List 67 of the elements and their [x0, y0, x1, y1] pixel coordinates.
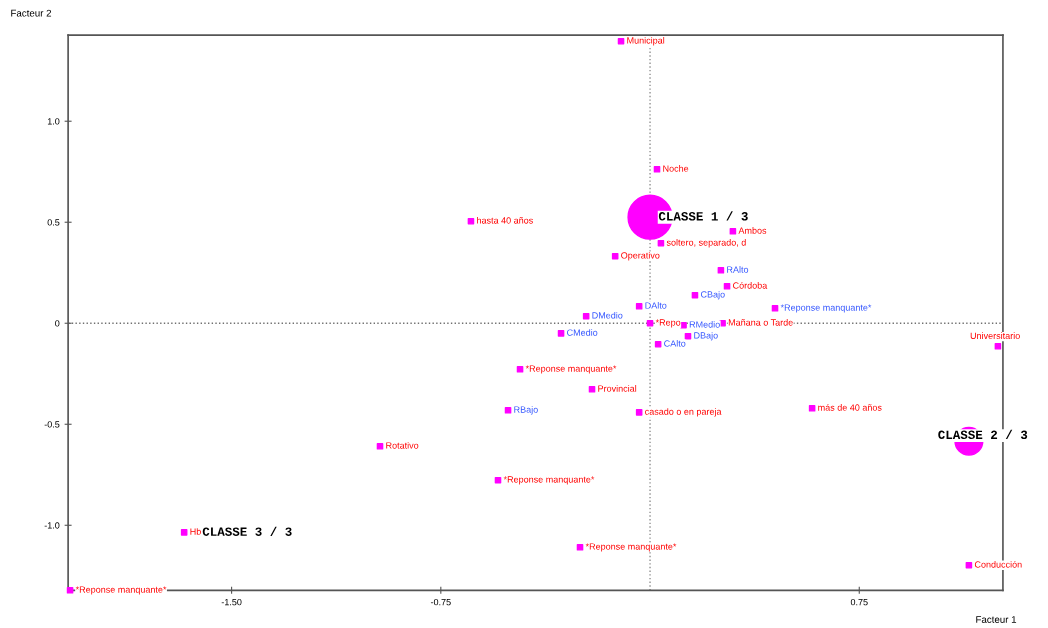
y-tick-label: 0 — [55, 320, 60, 327]
point — [646, 319, 654, 327]
point — [965, 561, 973, 569]
data-label: casado o en pareja — [645, 408, 722, 417]
data-label: *Reponse manquante* — [780, 304, 872, 313]
y-tick-label: -1.0 — [44, 522, 60, 529]
data-label: más de 40 años — [818, 403, 882, 411]
data-label: RBajo — [514, 406, 538, 415]
data-label: CAlto — [664, 340, 686, 347]
x-axis-title: Facteur 1 — [976, 616, 1017, 623]
x-tick-label: -0.75 — [430, 598, 451, 606]
y-axis-title: Facteur 2 — [11, 9, 52, 17]
point — [588, 386, 596, 393]
x-tick-label: -1.50 — [221, 598, 242, 606]
data-label: RMedio — [689, 321, 720, 328]
point — [467, 217, 475, 225]
data-label: Hb — [190, 528, 201, 535]
point — [654, 340, 662, 348]
y-tick-label: 0.5 — [47, 219, 60, 226]
point — [771, 305, 779, 312]
data-label: *Reponse manquante* — [585, 543, 677, 552]
point — [617, 37, 625, 45]
point — [557, 330, 565, 337]
data-label: CBajo — [700, 290, 725, 300]
point — [504, 407, 512, 414]
data-label: DBajo — [694, 331, 718, 341]
data-label: Mañana o Tarde — [728, 319, 793, 326]
point — [657, 239, 665, 247]
data-label: Operativo — [621, 251, 660, 261]
data-label: Conducción — [974, 560, 1022, 568]
point — [180, 529, 188, 536]
point — [635, 409, 643, 416]
point — [494, 476, 502, 484]
data-label: CLASSE 2 / 3 — [938, 429, 1028, 440]
data-label: hasta 40 años — [477, 217, 533, 224]
point — [994, 342, 1002, 350]
point — [723, 282, 731, 290]
data-label: DMedio — [592, 311, 623, 319]
data-label: DAlto — [645, 302, 667, 309]
point — [729, 228, 737, 235]
point — [576, 543, 584, 551]
data-label: *Reponse manquante* — [525, 365, 617, 374]
data-label: *Reponse manquante* — [75, 586, 167, 595]
data-label: CMedio — [567, 329, 598, 336]
y-tick-label: -0.5 — [44, 421, 60, 428]
data-label: Universitario — [970, 332, 1020, 339]
data-label: Provincial — [598, 385, 637, 392]
data-label: *Repo — [655, 319, 681, 328]
data-label: Rotativo — [386, 442, 419, 449]
y-tick-label: 1.0 — [47, 118, 60, 125]
data-label: soltero, separado, d — [666, 239, 746, 248]
point — [717, 267, 725, 274]
data-label: CLASSE 1 / 3 — [658, 211, 748, 221]
data-label: Córdoba — [733, 281, 768, 289]
point — [66, 587, 74, 594]
data-label: *Reponse manquante* — [503, 476, 595, 485]
data-label: Noche — [663, 165, 689, 172]
point — [516, 366, 524, 373]
x-tick-label: 0.75 — [850, 598, 868, 606]
point — [376, 442, 384, 450]
data-label: RAlto — [727, 266, 749, 273]
point — [653, 166, 661, 173]
data-label: Ambos — [738, 227, 767, 234]
annotation: CLASSE 3 / 3 — [202, 526, 292, 536]
point — [808, 405, 816, 412]
point — [635, 302, 643, 310]
data-label: Municipal — [627, 37, 665, 46]
